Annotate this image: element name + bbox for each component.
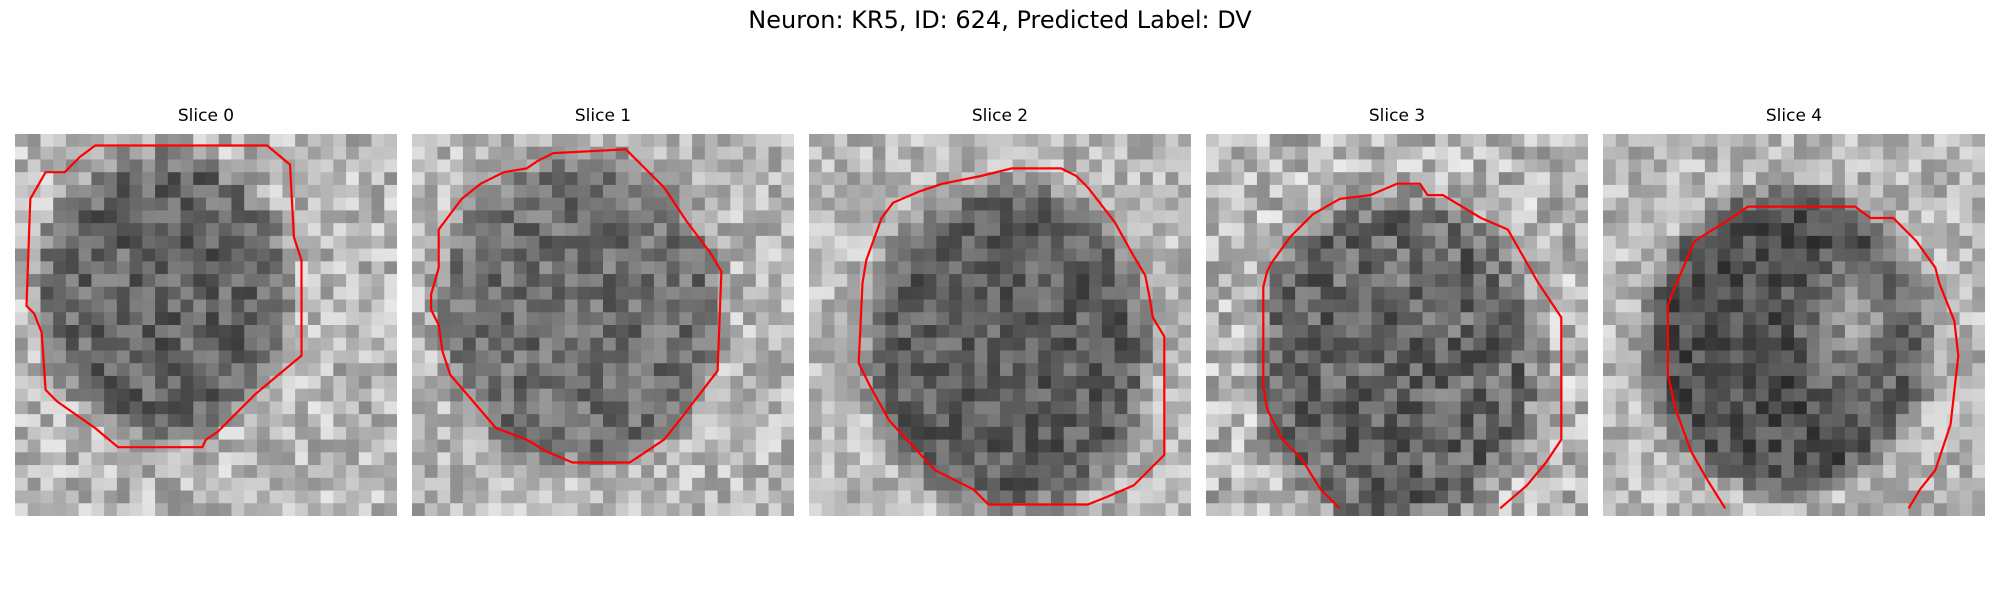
slice-image [1206,134,1588,516]
pixel-grid [412,134,794,516]
slice-image [412,134,794,516]
slice-panel-4: Slice 4 [1603,106,1985,516]
figure-title: Neuron: KR5, ID: 624, Predicted Label: D… [748,6,1252,34]
segmentation-contour [430,148,723,464]
slice-image [15,134,397,516]
segmentation-contour [857,167,1166,506]
slice-title: Slice 3 [1368,106,1426,126]
slice-image [1603,134,1985,516]
slice-title: Slice 1 [574,106,632,126]
pixel-grid [809,134,1191,516]
slice-panel-3: Slice 3 [1206,106,1588,516]
segmentation-contour [1262,182,1563,510]
slice-panel-0: Slice 0 [15,106,397,516]
slice-panel-1: Slice 1 [412,106,794,516]
segmentation-contour [25,144,303,449]
pixel-grid [1603,134,1985,516]
pixel-grid [1206,134,1588,516]
slice-title: Slice 0 [177,106,235,126]
pixel-grid [15,134,397,516]
segmentation-contour [1666,205,1960,509]
slice-title: Slice 4 [1765,106,1823,126]
slice-image [809,134,1191,516]
slice-title: Slice 2 [971,106,1029,126]
slice-panel-2: Slice 2 [809,106,1191,516]
